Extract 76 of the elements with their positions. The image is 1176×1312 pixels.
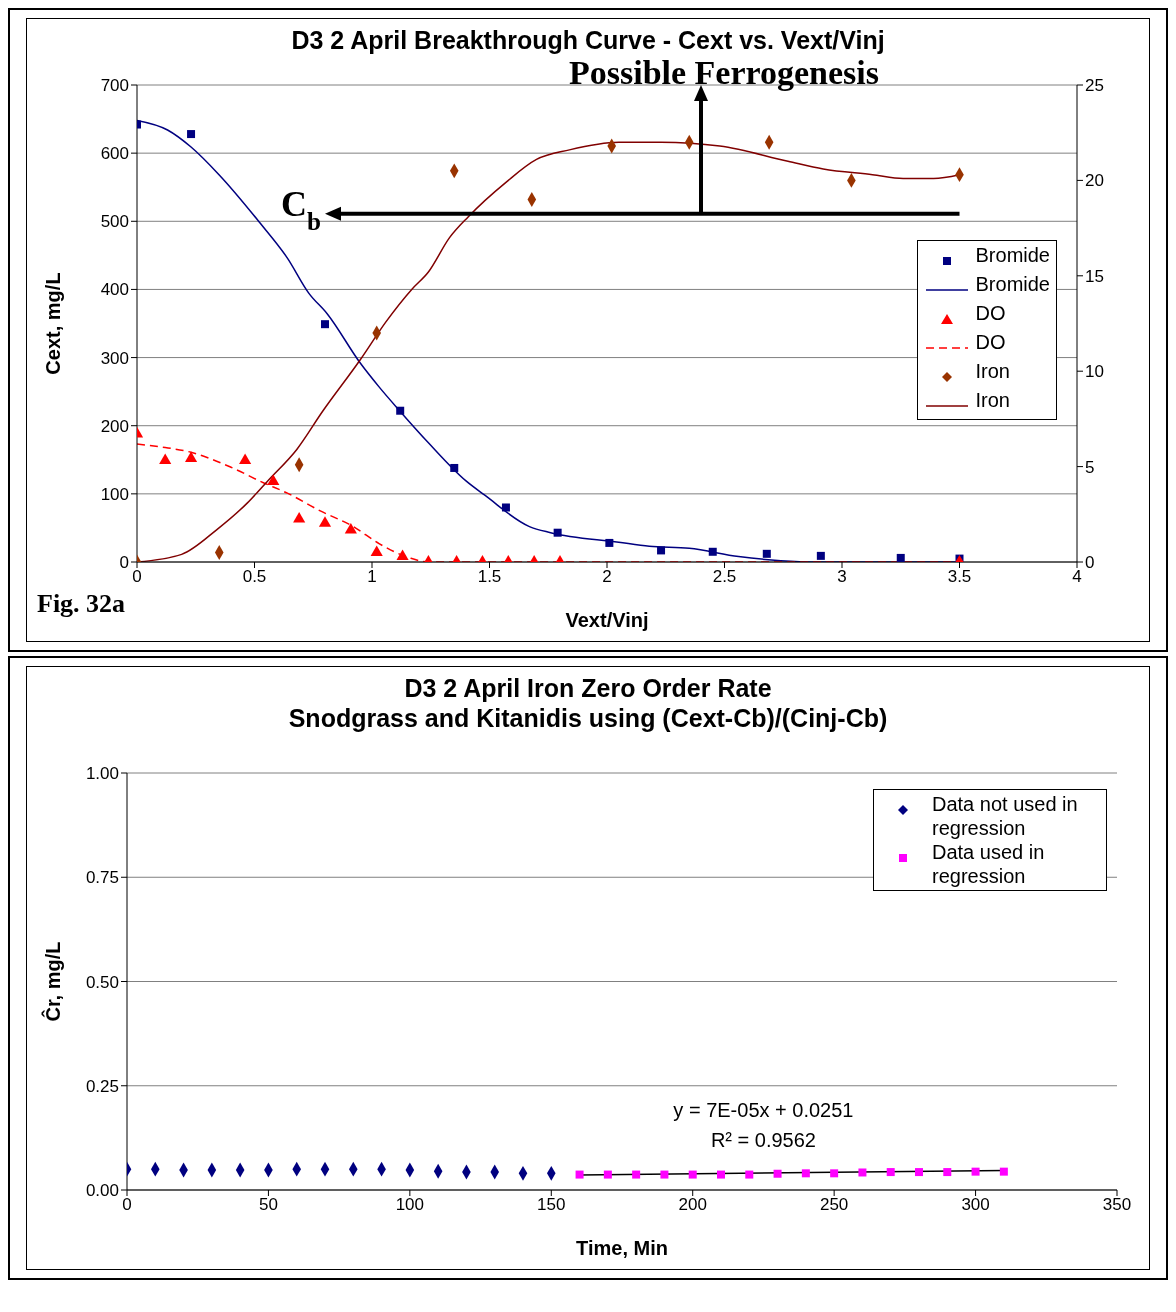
point — [657, 546, 666, 555]
point — [370, 545, 383, 556]
point — [267, 474, 280, 486]
point — [396, 406, 405, 415]
x-tick-label: 1.5 — [477, 567, 502, 587]
legend-label: Bromide — [975, 243, 1050, 267]
chart-subtitle: Snodgrass and Kitanidis using (Cext-Cb)/(Cinj-Cb) — [287, 703, 889, 733]
point — [762, 549, 771, 558]
point — [708, 547, 717, 556]
point — [605, 538, 614, 547]
point — [321, 320, 329, 329]
y2-tick-label: 20 — [1085, 171, 1104, 191]
y-axis-title: Ĉr, mg/L — [41, 941, 65, 1022]
y-tick-label: 0 — [119, 553, 129, 573]
y-tick-label: 200 — [100, 416, 129, 436]
y-tick-label: 0.50 — [85, 972, 119, 992]
y2-tick-label: 5 — [1085, 457, 1095, 477]
x-tick-label: 2 — [602, 567, 612, 587]
point — [318, 516, 332, 527]
y-tick-label: 700 — [100, 76, 129, 96]
y-tick-label: 300 — [100, 348, 129, 368]
x-tick-label: 350 — [1102, 1195, 1132, 1215]
caption: Fig. 32a — [37, 589, 126, 618]
point — [159, 453, 172, 464]
y-tick-label: 0.75 — [85, 868, 119, 888]
point — [293, 512, 306, 523]
annotation: R² = 0.9562 — [710, 1128, 816, 1151]
x-axis-title: Vext/Vinj — [565, 609, 649, 631]
point — [344, 522, 357, 534]
legend-label: Iron — [975, 359, 1010, 383]
chart-title: D3 2 April Breakthrough Curve - Cext vs. Vext/Vinj — [290, 25, 886, 55]
x-tick-label: 300 — [961, 1195, 990, 1215]
y-tick-label: 1.00 — [85, 764, 119, 784]
x-tick-label: 250 — [819, 1195, 849, 1215]
x-axis-title: Time, Min — [576, 1237, 668, 1259]
annotation: Possible Ferrogenesis — [568, 54, 880, 91]
legend-label: DO — [975, 330, 1006, 354]
annotation: C$_{b}$ — [280, 183, 321, 235]
y-tick-label: 0.25 — [85, 1076, 119, 1096]
y-axis-title: Cext, mg/L — [42, 272, 65, 375]
legend-label: Iron — [975, 388, 1010, 412]
x-tick-label: 100 — [395, 1195, 425, 1215]
y-tick-label: 600 — [100, 144, 129, 164]
point — [553, 528, 562, 537]
x-tick-label: 3 — [837, 567, 847, 587]
y-tick-label: 400 — [100, 280, 129, 300]
annotation: y = 7E-05x + 0.0251 — [673, 1098, 854, 1121]
y2-tick-label: 15 — [1085, 266, 1104, 286]
y2-tick-label: 0 — [1085, 553, 1095, 573]
point — [450, 463, 459, 472]
y2-tick-label: 25 — [1085, 76, 1104, 96]
legend-label: Data used in regression — [932, 840, 1046, 888]
point — [187, 130, 196, 139]
point — [239, 453, 252, 464]
point — [816, 551, 825, 560]
legend-label: Data not used in regression — [932, 792, 1079, 840]
point — [501, 503, 510, 512]
x-tick-label: 4 — [1072, 567, 1082, 587]
x-tick-label: 1 — [367, 567, 377, 587]
x-tick-label: 50 — [258, 1195, 278, 1215]
x-tick-label: 3.5 — [947, 567, 972, 587]
legend-label: Bromide — [975, 272, 1050, 296]
point — [396, 549, 409, 561]
x-tick-label: 0 — [132, 567, 142, 587]
chart-title: D3 2 April Iron Zero Order Rate — [403, 673, 773, 703]
x-tick-label: 2.5 — [712, 567, 737, 587]
y-tick-label: 100 — [100, 484, 129, 504]
y2-tick-label: 10 — [1085, 362, 1104, 382]
y-tick-label: 0.00 — [85, 1181, 119, 1201]
point — [896, 553, 905, 562]
point — [184, 451, 198, 462]
y-tick-label: 500 — [100, 212, 129, 232]
x-tick-label: 0.5 — [242, 567, 267, 587]
x-tick-label: 200 — [678, 1195, 707, 1215]
legend-label: DO — [975, 301, 1006, 325]
x-tick-label: 150 — [537, 1195, 566, 1215]
